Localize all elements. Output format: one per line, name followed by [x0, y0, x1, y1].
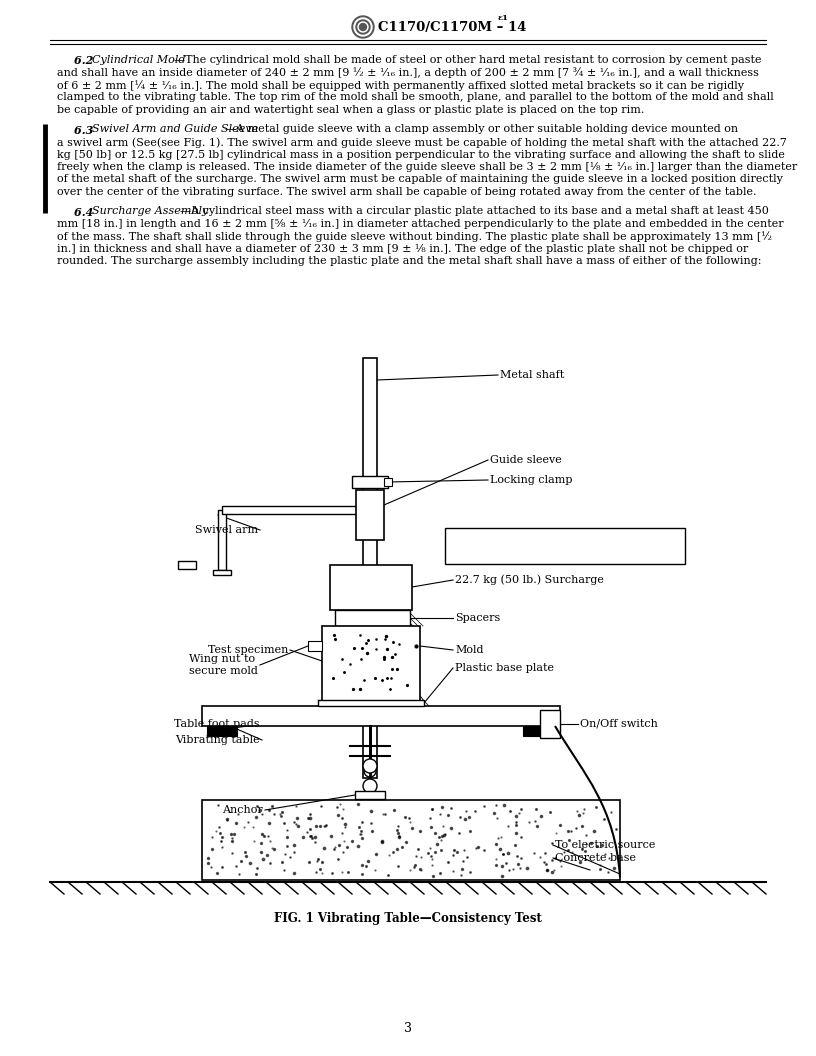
Text: Concrete base: Concrete base — [555, 853, 636, 863]
Circle shape — [363, 779, 377, 793]
Circle shape — [358, 22, 368, 32]
Bar — [218, 510, 226, 570]
Circle shape — [360, 23, 366, 31]
Circle shape — [356, 20, 370, 34]
Bar — [322, 626, 420, 701]
Text: 12.5 kg (27.5 lb.) surcharge (Procedure B): 12.5 kg (27.5 lb.) surcharge (Procedure … — [450, 550, 674, 559]
Text: of the mass. The shaft shall slide through the guide sleeve without binding. The: of the mass. The shaft shall slide throu… — [57, 231, 772, 242]
Text: be capable of providing an air and watertight seal when a glass or plastic plate: be capable of providing an air and water… — [57, 105, 645, 115]
Circle shape — [364, 765, 376, 777]
Text: On/Off switch: On/Off switch — [580, 719, 658, 729]
Text: 6.2: 6.2 — [74, 55, 97, 65]
Text: in.] in thickness and shall have a diameter of 230 ± 3 mm [9 ± ⅛ in.]. The edge : in.] in thickness and shall have a diame… — [57, 244, 748, 254]
Bar — [213, 570, 231, 576]
Bar — [178, 561, 196, 569]
Circle shape — [352, 16, 374, 38]
Bar — [207, 727, 237, 736]
Circle shape — [364, 780, 376, 792]
Text: Test specimen: Test specimen — [207, 645, 288, 655]
Bar — [330, 565, 412, 610]
Bar — [308, 641, 322, 650]
Text: —The cylindrical mold shall be made of steel or other hard metal resistant to co: —The cylindrical mold shall be made of s… — [174, 55, 761, 65]
Bar — [202, 800, 620, 880]
Text: of the metal shaft of the surcharge. The swivel arm must be capable of maintaini: of the metal shaft of the surcharge. The… — [57, 174, 783, 185]
Bar — [222, 506, 363, 514]
Bar — [540, 710, 560, 738]
Text: Cylindrical Mold: Cylindrical Mold — [92, 55, 185, 65]
Text: Wing nut to
secure mold: Wing nut to secure mold — [189, 655, 258, 676]
Text: ε1: ε1 — [498, 14, 509, 22]
Bar — [363, 358, 377, 778]
Text: clamped to the vibrating table. The top rim of the mold shall be smooth, plane, : clamped to the vibrating table. The top … — [57, 93, 774, 102]
Bar — [352, 476, 388, 488]
Text: Anchor: Anchor — [222, 805, 263, 815]
Text: and shall have an inside diameter of 240 ± 2 mm [9 ½ ± ¹⁄₁₆ in.], a depth of 200: and shall have an inside diameter of 240… — [57, 68, 759, 78]
Text: Spacers: Spacers — [455, 612, 500, 623]
Text: 22.7 kg (50 lb.) Surcharge: 22.7 kg (50 lb.) Surcharge — [455, 574, 604, 585]
Text: 22.7 kg (50 lb.) surcharge (Procedure A): 22.7 kg (50 lb.) surcharge (Procedure A) — [450, 538, 664, 546]
Text: Mold: Mold — [455, 645, 484, 655]
Text: Swivel Arm and Guide Sleeve: Swivel Arm and Guide Sleeve — [92, 125, 258, 134]
Circle shape — [354, 18, 372, 36]
Text: To electric source: To electric source — [555, 840, 655, 850]
Text: a swivel arm (See(see Fig. 1). The swivel arm and guide sleeve must be capable o: a swivel arm (See(see Fig. 1). The swive… — [57, 137, 787, 148]
Circle shape — [363, 759, 377, 773]
Text: freely when the clamp is released. The inside diameter of the guide sleeve shall: freely when the clamp is released. The i… — [57, 162, 797, 172]
Text: of 6 ± 2 mm [¼ ± ¹⁄₁₆ in.]. The mold shall be equipped with permanently affixed : of 6 ± 2 mm [¼ ± ¹⁄₁₆ in.]. The mold sha… — [57, 80, 744, 91]
Bar — [445, 528, 685, 564]
Text: Metal shaft: Metal shaft — [500, 370, 564, 380]
Text: Locking clamp: Locking clamp — [490, 475, 573, 485]
Bar — [330, 628, 412, 693]
Text: Surcharge Assembly: Surcharge Assembly — [92, 207, 208, 216]
Text: 3: 3 — [404, 1022, 412, 1035]
Text: 6.4: 6.4 — [74, 207, 97, 218]
Text: rounded. The surcharge assembly including the plastic plate and the metal shaft : rounded. The surcharge assembly includin… — [57, 257, 761, 266]
Text: kg [50 lb] or 12.5 kg [27.5 lb] cylindrical mass in a position perpendicular to : kg [50 lb] or 12.5 kg [27.5 lb] cylindri… — [57, 150, 785, 159]
Text: Vibrating table: Vibrating table — [175, 735, 260, 744]
Bar — [355, 791, 385, 799]
Bar — [384, 478, 392, 486]
Bar — [318, 700, 424, 706]
Text: Swivel arm: Swivel arm — [195, 525, 258, 535]
Bar — [356, 490, 384, 540]
Text: 6.3: 6.3 — [74, 125, 97, 135]
Text: C1170/C1170M – 14: C1170/C1170M – 14 — [378, 20, 526, 34]
Bar — [523, 727, 553, 736]
Text: Guide sleeve: Guide sleeve — [490, 455, 561, 465]
Text: over the center of the vibrating surface. The swivel arm shall be capable of bei: over the center of the vibrating surface… — [57, 187, 756, 197]
Text: mm [18 in.] in length and 16 ± 2 mm [⅝ ± ¹⁄₁₆ in.] in diameter attached perpendi: mm [18 in.] in length and 16 ± 2 mm [⅝ ±… — [57, 219, 783, 229]
Text: Plastic base plate: Plastic base plate — [455, 663, 554, 673]
Text: FIG. 1 Vibrating Table—Consistency Test: FIG. 1 Vibrating Table—Consistency Test — [274, 912, 542, 925]
Bar — [202, 706, 560, 727]
Text: —A metal guide sleeve with a clamp assembly or other suitable holding device mou: —A metal guide sleeve with a clamp assem… — [225, 125, 738, 134]
Text: —A cylindrical steel mass with a circular plastic plate attached to its base and: —A cylindrical steel mass with a circula… — [180, 207, 769, 216]
Text: Table foot pads: Table foot pads — [175, 719, 260, 729]
Bar — [335, 610, 410, 626]
